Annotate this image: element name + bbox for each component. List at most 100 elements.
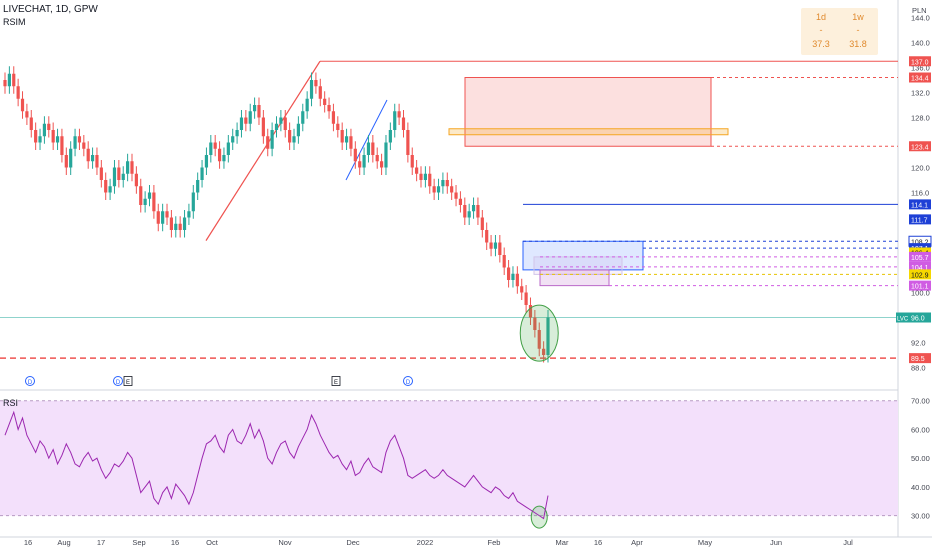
rsi-tick-label: 60.00 <box>911 425 930 434</box>
candle-body <box>305 98 309 112</box>
candle-body <box>546 317 550 355</box>
candle-body <box>301 111 305 124</box>
info-box-1w: 1w - 31.8 <box>838 8 878 55</box>
x-tick-label: 17 <box>97 538 105 547</box>
candle-body <box>248 111 252 124</box>
candle-body <box>86 148 90 162</box>
x-tick-label: Feb <box>488 538 501 547</box>
candle-body <box>99 167 103 180</box>
candle-body <box>261 117 265 137</box>
candle-body <box>222 155 226 162</box>
x-tick-label: Apr <box>631 538 643 547</box>
candle-body <box>7 73 11 87</box>
candle-body <box>29 117 33 130</box>
price-tag <box>909 312 931 323</box>
candle-body <box>353 148 357 162</box>
x-tick-label: Nov <box>278 538 292 547</box>
candle-body <box>406 130 410 155</box>
rsi-line <box>4 410 549 520</box>
candle-body <box>371 142 375 155</box>
price-tag <box>909 280 931 291</box>
candle-body <box>366 142 371 155</box>
candle-body <box>82 142 86 149</box>
candle-body <box>476 205 480 218</box>
trendline-blue <box>345 99 388 181</box>
price-tag-label: 96.0 <box>911 316 925 323</box>
supply-zone <box>464 77 712 147</box>
candle-body <box>95 155 99 168</box>
candle-body <box>20 98 25 112</box>
price-tag-label: 108.2 <box>911 239 929 246</box>
price-tag <box>909 214 931 225</box>
dividend-marker <box>113 376 123 386</box>
x-tick-label: Mar <box>556 538 569 547</box>
candle-body <box>217 148 222 162</box>
candle-body <box>187 211 191 218</box>
rsi-pane-label: RSI <box>3 398 19 408</box>
candle-body <box>191 192 195 212</box>
candle-body <box>349 136 353 149</box>
rsi-tick-label: 40.00 <box>911 483 930 492</box>
candle-body <box>401 117 406 130</box>
price-tag <box>909 72 931 83</box>
dividend-marker-label: D <box>116 380 121 386</box>
candle-body <box>415 167 419 174</box>
candle-body <box>270 130 274 149</box>
candle-body <box>55 136 60 143</box>
candle-body <box>253 105 257 112</box>
candle-body <box>117 167 121 180</box>
candle-body <box>489 242 493 249</box>
candle-body <box>64 155 68 168</box>
candle-body <box>344 136 349 143</box>
x-tick-label: 16 <box>594 538 602 547</box>
candle-body <box>511 273 515 280</box>
info-box-1d-period: 1d <box>815 12 826 22</box>
candle-body <box>393 111 397 130</box>
rsi-tick-label: 50.00 <box>911 454 930 463</box>
price-tag <box>909 56 931 67</box>
candle-body <box>528 305 533 318</box>
dividend-marker <box>25 376 35 386</box>
info-box-1w-mid: - <box>856 25 860 35</box>
info-box-1d-mid: - <box>819 25 823 35</box>
candle-body <box>174 223 178 230</box>
price-tag-label: 102.9 <box>911 272 929 279</box>
candle-body <box>200 167 204 180</box>
price-tag-label: 89.5 <box>911 356 925 363</box>
candle-body <box>314 80 318 87</box>
x-tick-label: 16 <box>171 538 179 547</box>
price-tick-label: 116.0 <box>911 189 929 198</box>
candle-body <box>42 123 47 137</box>
candle-body <box>292 136 296 143</box>
price-tick-label: 92.0 <box>911 339 926 348</box>
earnings-marker-label: E <box>126 380 130 386</box>
candle-body <box>274 123 279 130</box>
candle-body <box>257 105 261 118</box>
candle-body <box>69 148 73 168</box>
candle-body <box>73 136 77 149</box>
candle-body <box>51 130 55 143</box>
last-price-symbol: LVC <box>897 317 909 323</box>
candle-body <box>445 180 449 187</box>
rsi-tick-label: 30.00 <box>911 512 930 521</box>
candle-body <box>231 136 235 143</box>
candle-body <box>165 211 169 218</box>
candle-body <box>441 180 445 187</box>
candle-body <box>318 86 322 99</box>
rsi-band <box>0 400 898 516</box>
candle-body <box>388 130 392 143</box>
candle-body <box>493 242 498 249</box>
candle-body <box>515 273 519 287</box>
price-tick-label: 128.0 <box>911 114 930 123</box>
candle-body <box>520 286 524 293</box>
x-tick-label: Dec <box>346 538 360 547</box>
candle-body <box>480 217 484 230</box>
candle-body <box>502 255 506 268</box>
candle-body <box>458 198 463 205</box>
candle-body <box>239 117 244 130</box>
candle-body <box>196 180 200 193</box>
candle-body <box>161 211 165 224</box>
candle-body <box>428 173 432 187</box>
